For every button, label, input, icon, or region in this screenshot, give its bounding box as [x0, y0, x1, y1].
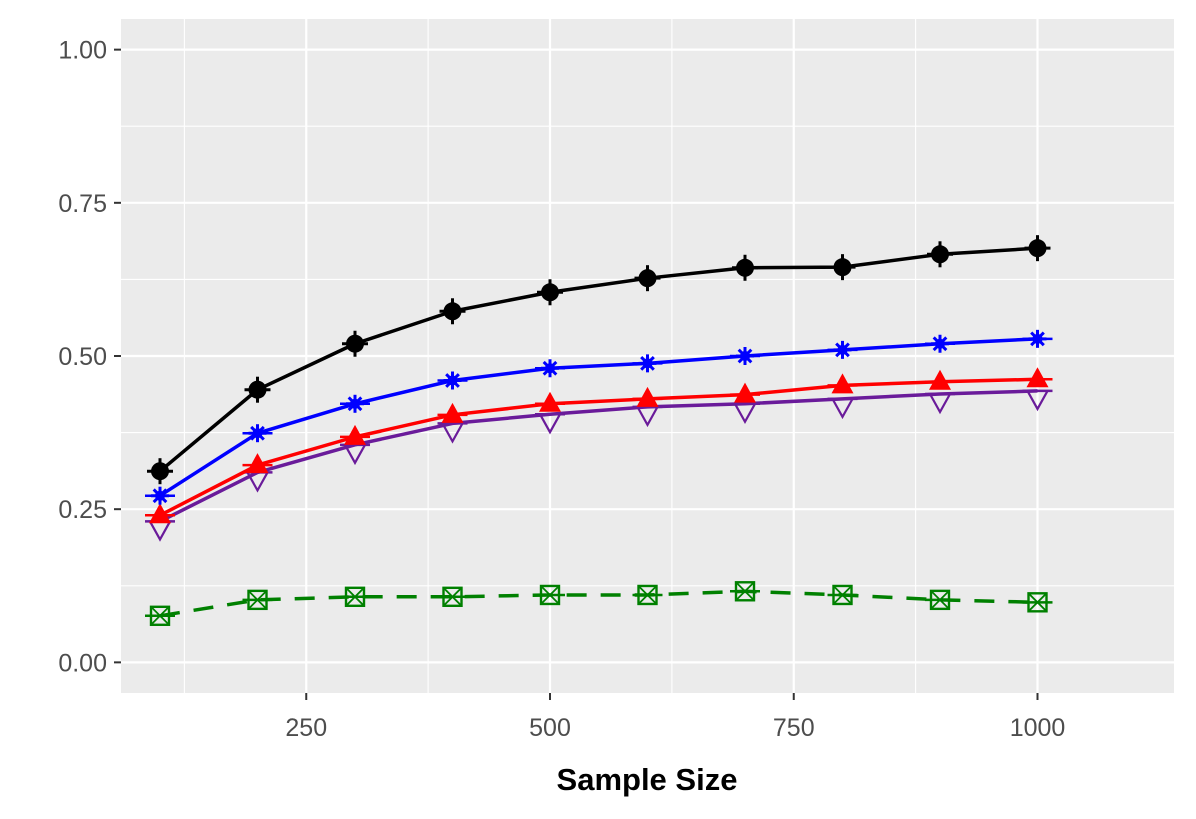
- y-tick-label: 0.50: [58, 343, 107, 371]
- data-point: [145, 503, 175, 524]
- series-line: [159, 389, 1038, 523]
- series-line: [159, 377, 1038, 517]
- series-3: [145, 367, 1053, 524]
- data-point: [340, 424, 370, 445]
- data-point: [145, 486, 175, 505]
- x-axis-title: Sample Size: [557, 762, 738, 797]
- y-tick-label: 0.25: [58, 496, 107, 524]
- data-point: [827, 397, 858, 420]
- series-line: [159, 337, 1038, 498]
- data-point: [147, 458, 173, 485]
- y-tick-label: 0.75: [58, 190, 107, 218]
- y-tick-label: 1.00: [58, 37, 107, 65]
- data-point: [340, 586, 370, 608]
- y-tick-label: 0.00: [58, 649, 107, 677]
- data-point: [1022, 592, 1053, 613]
- data-point: [437, 402, 468, 423]
- data-point: [927, 241, 953, 268]
- series-line: [159, 589, 1038, 618]
- data-point: [535, 391, 565, 412]
- x-tick-label: 750: [773, 714, 815, 742]
- x-tick-label: 250: [285, 714, 327, 742]
- data-point: [827, 373, 858, 394]
- series-1: [147, 235, 1051, 485]
- data-point: [827, 584, 858, 606]
- data-point: [730, 347, 760, 365]
- series-line: [158, 246, 1038, 473]
- data-point: [145, 605, 175, 626]
- data-point: [242, 589, 273, 611]
- data-point: [827, 340, 858, 359]
- data-point: [244, 376, 271, 403]
- x-tick-label: 1000: [1010, 714, 1066, 742]
- data-point: [632, 354, 663, 373]
- data-point: [437, 586, 468, 608]
- data-point: [537, 279, 563, 306]
- data-point: [925, 392, 955, 415]
- data-point: [632, 584, 663, 606]
- data-point: [730, 581, 760, 602]
- data-point: [535, 584, 565, 606]
- data-point: [340, 394, 370, 413]
- data-point: [829, 254, 856, 281]
- data-point: [925, 334, 955, 353]
- series-2: [145, 329, 1053, 505]
- data-point: [632, 386, 663, 407]
- data-point: [242, 453, 273, 474]
- series-5: [145, 581, 1053, 626]
- data-point: [925, 369, 955, 390]
- series-layer: [145, 235, 1053, 626]
- data-point: [1024, 235, 1051, 262]
- data-point: [1022, 329, 1053, 348]
- data-point: [342, 330, 368, 357]
- data-point: [439, 298, 466, 325]
- data-point: [1022, 367, 1053, 388]
- data-point: [732, 254, 758, 281]
- data-point: [730, 382, 760, 403]
- data-point: [437, 371, 468, 390]
- ticks-layer: 250 500 750 1000 0.00 0.25 0.50 0.75 1.00: [58, 37, 1065, 742]
- data-point: [634, 265, 661, 292]
- data-point: [925, 589, 955, 611]
- data-point: [242, 424, 273, 443]
- data-point: [535, 359, 565, 378]
- data-point: [535, 412, 565, 435]
- data-point: [730, 402, 760, 425]
- x-tick-label: 500: [529, 714, 571, 742]
- data-point: [1022, 389, 1053, 412]
- data-point: [437, 422, 468, 444]
